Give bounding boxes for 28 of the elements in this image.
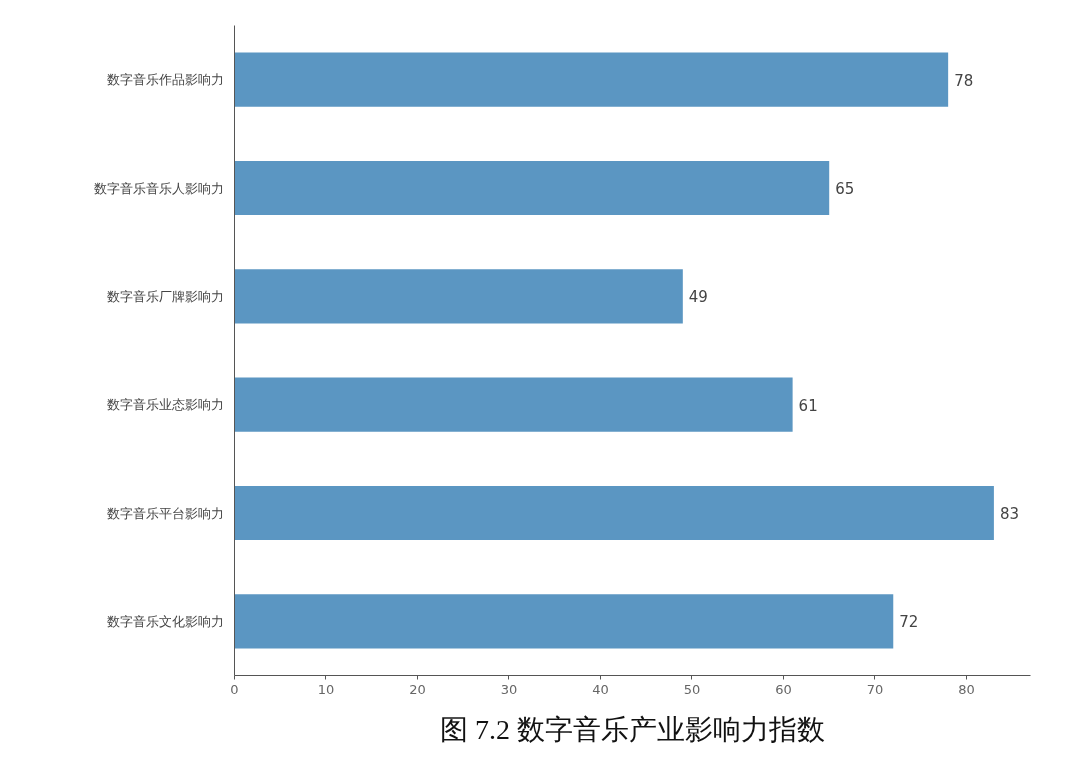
bar xyxy=(234,269,683,324)
x-tick-label: 0 xyxy=(230,681,239,697)
bar xyxy=(234,377,793,432)
x-tick-label: 10 xyxy=(317,681,335,697)
y-tick-label: 数字音乐平台影响力 xyxy=(106,505,224,521)
data-label: 49 xyxy=(688,288,708,307)
data-label: 72 xyxy=(899,613,919,632)
data-label: 61 xyxy=(798,396,818,415)
y-tick-label: 数字音乐厂牌影响力 xyxy=(106,288,224,304)
data-label: 78 xyxy=(954,71,974,90)
x-tick-label: 40 xyxy=(592,681,609,697)
x-tick-label: 80 xyxy=(958,681,975,697)
bar xyxy=(234,485,994,541)
bar xyxy=(234,594,894,649)
data-label: 65 xyxy=(835,180,855,198)
data-label: 83 xyxy=(999,505,1019,523)
y-tick-label: 数字音乐文化影响力 xyxy=(106,613,224,629)
text: 图 7.2 数字音乐产业影响力指数 xyxy=(440,713,825,745)
x-tick-label: 20 xyxy=(409,681,426,697)
x-tick-label: 50 xyxy=(683,681,701,697)
bar xyxy=(234,52,949,107)
x-tick-label: 70 xyxy=(866,681,884,697)
bar xyxy=(234,160,830,216)
x-tick-label: 30 xyxy=(500,681,518,697)
y-tick-label: 数字音乐作品影响力 xyxy=(106,72,224,88)
y-tick-label: 数字音乐音乐人影响力 xyxy=(93,180,224,196)
x-tick-label: 60 xyxy=(775,681,792,697)
y-tick-label: 数字音乐业态影响力 xyxy=(106,397,224,413)
